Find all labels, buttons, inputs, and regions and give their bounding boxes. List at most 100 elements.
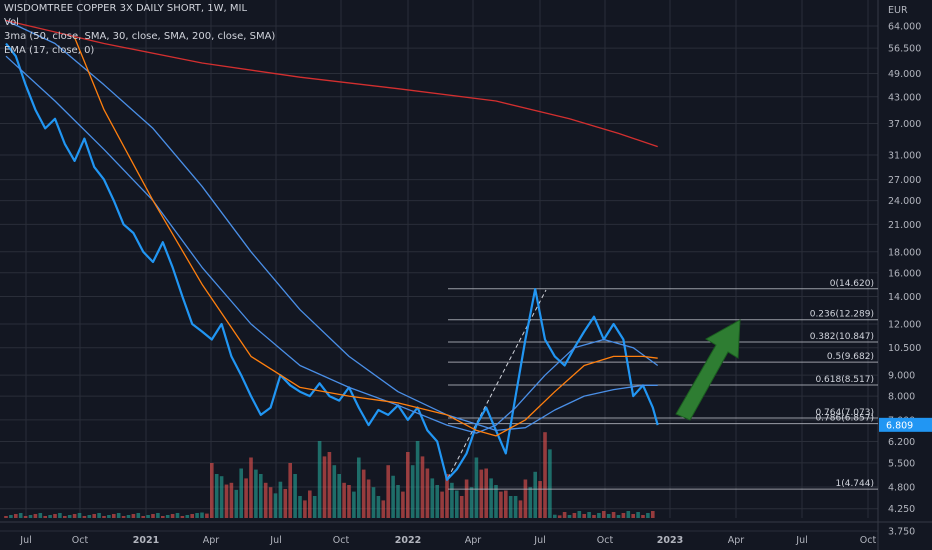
- x-tick-label: Jul: [533, 535, 545, 546]
- y-tick-label: 12.000: [888, 319, 921, 330]
- volume-bar: [621, 513, 626, 518]
- volume-bar: [636, 512, 640, 518]
- volume-bar: [616, 515, 621, 518]
- x-tick-label: Apr: [203, 535, 220, 546]
- volume-bar: [641, 515, 645, 518]
- legend-ema: EMA (17, close, 0): [4, 45, 95, 56]
- y-tick-label: 18.000: [888, 247, 921, 258]
- last-price-label: 6.809: [886, 420, 913, 431]
- volume-bar: [440, 491, 444, 518]
- volume-bar: [28, 515, 33, 518]
- volume-bar: [366, 479, 371, 518]
- volume-bar: [396, 485, 400, 518]
- volume-bar: [528, 487, 533, 518]
- volume-bar: [523, 479, 528, 518]
- target-arrow: [675, 319, 741, 421]
- volume-bar: [175, 513, 180, 518]
- volume-bar: [425, 468, 430, 518]
- volume-bar: [543, 432, 547, 518]
- y-tick-label: 4.250: [888, 504, 915, 515]
- volume-bar: [337, 474, 341, 518]
- volume-bar: [63, 516, 67, 518]
- x-tick-label: Oct: [860, 535, 877, 546]
- volume-bar: [611, 512, 616, 518]
- volume-bar: [234, 489, 239, 518]
- volume-bar: [533, 471, 537, 518]
- volume-bar: [121, 516, 126, 518]
- y-tick-label: 8.000: [888, 392, 915, 403]
- fib-level-label: 0.5(9.682): [827, 352, 874, 362]
- volume-bar: [273, 493, 278, 518]
- volume-bar: [239, 468, 243, 518]
- chart-legend: WISDOMTREE COPPER 3X DAILY SHORT, 1W, MI…: [4, 2, 275, 58]
- volume-bar: [504, 490, 508, 518]
- y-tick-label: 31.000: [888, 151, 921, 162]
- volume-bar: [92, 514, 96, 518]
- x-tick-label: Apr: [728, 535, 745, 546]
- volume-bar: [224, 484, 229, 518]
- fib-level-label: 0(14.620): [830, 279, 874, 289]
- volume-bar: [165, 515, 170, 518]
- last-price-tag: [879, 417, 932, 432]
- x-tick-label: 2022: [395, 535, 421, 546]
- y-tick-label: 14.000: [888, 292, 921, 303]
- legend-sma: 3ma (50, close, SMA, 30, close, SMA, 200…: [4, 31, 276, 42]
- fib-level-label: 0.764(7.073): [815, 408, 874, 418]
- volume-bar: [244, 478, 248, 518]
- volume-bar: [562, 512, 567, 518]
- volume-bar: [489, 478, 493, 518]
- volume-bar: [646, 513, 650, 518]
- volume-bar: [87, 515, 92, 518]
- volume-bar: [464, 479, 469, 518]
- volume-bar: [4, 516, 8, 518]
- series-sma50: [5, 19, 658, 432]
- volume-bar: [136, 513, 141, 518]
- volume-bar: [445, 474, 449, 518]
- volume-bar: [72, 514, 77, 518]
- volume-bar: [435, 485, 439, 518]
- volume-bar: [278, 481, 283, 518]
- volume-bar: [484, 468, 488, 518]
- volume-bar: [332, 465, 337, 518]
- fib-level-label: 0.236(12.289): [810, 310, 874, 320]
- volume-bar: [23, 516, 28, 518]
- volume-bar: [577, 511, 582, 518]
- y-tick-label: 56.500: [888, 44, 921, 55]
- volume-bar: [293, 474, 297, 518]
- x-tick-label: Jul: [269, 535, 281, 546]
- y-tick-label: 37.000: [888, 119, 921, 130]
- volume-bar: [205, 513, 209, 518]
- volume-bar: [592, 515, 596, 518]
- volume-bar: [538, 481, 542, 518]
- volume-bar: [557, 515, 562, 518]
- x-tick-label: Apr: [465, 535, 482, 546]
- volume-bar: [508, 496, 513, 518]
- volume-bar: [376, 496, 381, 518]
- x-tick-label: 2021: [133, 535, 159, 546]
- volume-bar: [474, 457, 479, 518]
- volume-bar: [602, 511, 606, 518]
- volume-bar: [219, 476, 224, 518]
- volume-bar: [53, 514, 57, 518]
- volume-bar: [361, 469, 366, 518]
- volume-bar: [352, 491, 356, 518]
- volume-bar: [141, 516, 145, 518]
- volume-bar: [200, 512, 204, 518]
- volume-bar: [161, 516, 165, 518]
- volume-bar: [97, 513, 101, 518]
- volume-bar: [391, 475, 395, 518]
- volume-bar: [214, 474, 219, 518]
- volume-bar: [371, 487, 376, 518]
- volume-bar: [430, 478, 435, 518]
- volume-bar: [420, 456, 425, 518]
- volume-bar: [597, 513, 601, 518]
- volume-bar: [33, 514, 38, 518]
- y-tick-label: 5.500: [888, 458, 915, 469]
- x-tick-label: Oct: [72, 535, 89, 546]
- volume-bar: [626, 511, 631, 518]
- volume-bar: [548, 449, 552, 518]
- x-tick-label: Jul: [795, 535, 807, 546]
- volume-bar: [259, 474, 263, 518]
- series-sma30: [5, 55, 659, 434]
